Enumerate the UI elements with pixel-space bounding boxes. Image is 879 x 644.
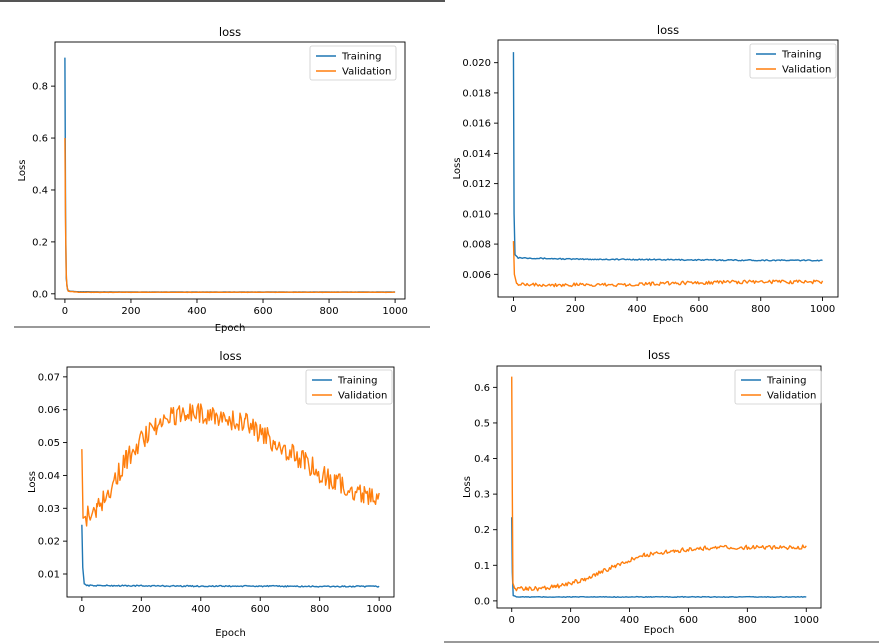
x-tick-label: 800 (738, 615, 757, 626)
y-tick-label: 0.07 (38, 372, 60, 383)
x-tick-label: 600 (689, 304, 708, 315)
x-tick-label: 400 (620, 615, 639, 626)
y-axis-title: Loss (462, 476, 473, 498)
x-tick-label: 1000 (810, 304, 835, 315)
legend-label-validation: Validation (342, 67, 391, 78)
series-line-validation (512, 241, 824, 288)
y-tick-label: 0.020 (462, 58, 491, 69)
x-axis-title: Epoch (644, 625, 675, 636)
y-tick-label: 0.3 (474, 490, 490, 501)
y-tick-label: 0.010 (462, 209, 491, 220)
series-line-validation (81, 403, 380, 527)
y-tick-label: 0.1 (474, 561, 490, 572)
legend-label-validation: Validation (767, 391, 816, 402)
x-tick-label: 200 (561, 615, 580, 626)
legend-label-training: Training (766, 376, 806, 387)
series-line-training (512, 52, 823, 262)
legend: Training Validation (749, 43, 837, 79)
y-tick-label: 0.6 (32, 134, 48, 145)
legend: Training Validation (309, 45, 397, 81)
y-tick-label: 0.03 (38, 504, 60, 515)
plot-frame (54, 41, 406, 300)
plot-frame (66, 366, 395, 598)
y-tick-label: 0.4 (474, 454, 490, 465)
x-tick-label: 1000 (366, 604, 391, 615)
y-tick-label: 0.01 (38, 570, 60, 581)
x-tick-label: 200 (132, 604, 151, 615)
loss-chart-bottom-left: 0 200 400 600 800 1000 0.01 0.02 0.03 0.04 0.05 0.0… (27, 349, 395, 639)
y-tick-label: 0.0 (474, 596, 490, 607)
loss-chart-top-right: 0 200 400 600 800 1000 0.006 0.008 0.010 0.012 0.0… (452, 23, 839, 325)
x-tick-label: 0 (510, 304, 516, 315)
y-tick-label: 0.016 (462, 119, 491, 130)
x-tick-label: 200 (566, 304, 585, 315)
legend-label-training: Training (341, 52, 381, 63)
chart-title: loss (219, 25, 241, 39)
y-tick-label: 0.6 (474, 383, 490, 394)
series-line-validation (64, 138, 396, 294)
x-tick-label: 400 (628, 304, 647, 315)
y-tick-label: 0.008 (462, 240, 491, 251)
x-tick-label: 200 (121, 306, 140, 317)
chart-title: loss (657, 23, 679, 37)
x-tick-label: 1000 (794, 615, 819, 626)
x-tick-label: 0 (509, 615, 515, 626)
plot-frame (497, 39, 839, 298)
y-axis-title: Loss (17, 160, 28, 182)
x-tick-label: 0 (79, 604, 85, 615)
y-tick-label: 0.4 (32, 185, 48, 196)
x-tick-label: 400 (191, 604, 210, 615)
series-line-training (511, 517, 807, 599)
y-tick-label: 0.0 (32, 289, 48, 300)
legend-label-validation: Validation (338, 391, 387, 402)
y-axis-title: Loss (27, 471, 38, 493)
x-axis-title: Epoch (653, 314, 684, 325)
series-line-training (81, 524, 380, 588)
x-tick-label: 400 (187, 306, 206, 317)
y-tick-label: 0.014 (462, 149, 491, 160)
chart-title: loss (219, 349, 241, 363)
x-tick-label: 0 (62, 306, 68, 317)
x-axis-title: Epoch (215, 323, 246, 334)
legend: Training Validation (305, 369, 393, 405)
x-tick-label: 600 (251, 604, 270, 615)
y-tick-label: 0.04 (38, 471, 60, 482)
plot-frame (496, 365, 822, 609)
legend-label-training: Training (781, 50, 821, 61)
y-tick-label: 0.2 (474, 525, 490, 536)
y-axis-title: Loss (452, 158, 463, 180)
y-tick-label: 0.006 (462, 270, 491, 281)
series-line-validation (511, 376, 807, 592)
y-tick-label: 0.05 (38, 438, 60, 449)
loss-chart-top-left: 0 200 400 600 800 1000 0.0 0.2 0.4 0.6 0.8 loss Epoc… (17, 25, 408, 334)
legend: Training Validation (734, 369, 822, 405)
x-axis-title: Epoch (215, 628, 246, 639)
x-tick-label: 600 (253, 306, 272, 317)
y-tick-label: 0.02 (38, 537, 60, 548)
x-tick-label: 1000 (382, 306, 407, 317)
y-tick-label: 0.5 (474, 418, 490, 429)
chart-title: loss (648, 348, 670, 362)
y-tick-label: 0.8 (32, 82, 48, 93)
y-tick-label: 0.018 (462, 88, 491, 99)
y-tick-label: 0.2 (32, 237, 48, 248)
y-tick-label: 0.012 (462, 179, 491, 190)
legend-label-training: Training (337, 376, 377, 387)
x-tick-label: 800 (320, 306, 339, 317)
x-tick-label: 600 (679, 615, 698, 626)
y-tick-label: 0.06 (38, 405, 60, 416)
loss-chart-bottom-right: 0 200 400 600 800 1000 0.0 0.1 0.2 0.3 0.4 0.5 0.6 lo… (462, 348, 822, 636)
x-tick-label: 800 (751, 304, 770, 315)
legend-label-validation: Validation (782, 65, 831, 76)
x-tick-label: 800 (310, 604, 329, 615)
